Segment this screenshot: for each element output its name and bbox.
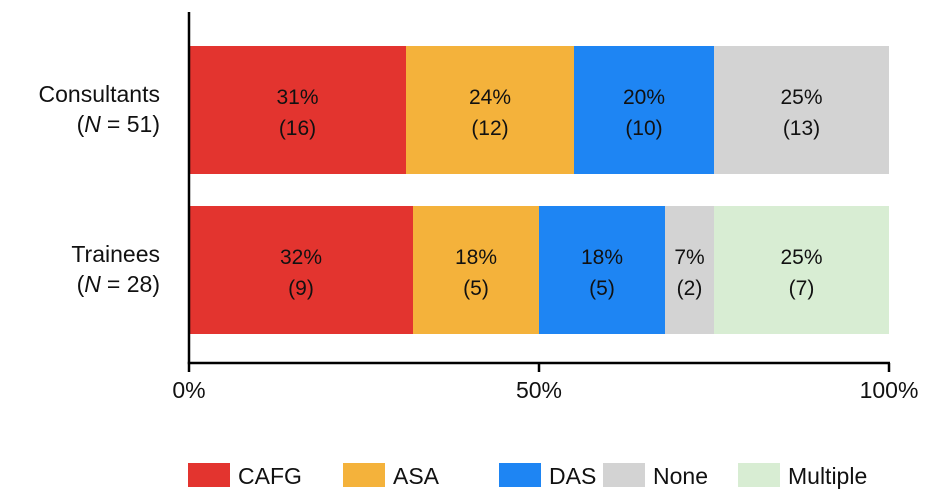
data-label-trainees-das-percent: 18% — [581, 246, 623, 269]
bar-trainees-cafg — [189, 206, 413, 334]
bar-trainees-multiple — [714, 206, 889, 334]
category-labels-group: Consultants(N = 51)Trainees(N = 28) — [39, 81, 160, 297]
legend-swatch-cafg — [188, 463, 230, 487]
x-tick-label: 100% — [860, 377, 919, 403]
data-label-trainees-cafg-percent: 32% — [280, 246, 322, 269]
n-value: = 28) — [107, 271, 160, 297]
legend-label-cafg: CAFG — [238, 463, 302, 489]
data-label-trainees-multiple-percent: 25% — [780, 246, 822, 269]
data-label-trainees-multiple-count: (7) — [789, 277, 815, 300]
bar-consultants-none — [714, 46, 889, 174]
segment-labels-group: 31% (16) 24% (12) 20% (10) 25% (13) 32% (9) 18% (5)… — [276, 86, 822, 300]
data-label-consultants-cafg-count: (16) — [279, 117, 316, 140]
legend-label-das: DAS — [549, 463, 596, 489]
data-label-trainees-none-count: (2) — [677, 277, 703, 300]
legend-swatch-das — [499, 463, 541, 487]
data-label-consultants-none-percent: 25% — [780, 86, 822, 109]
data-label-trainees-asa-percent: 18% — [455, 246, 497, 269]
n-open-paren: ( — [77, 111, 85, 137]
data-label-consultants-asa-count: (12) — [471, 117, 508, 140]
legend: CAFG ASA DAS None Multiple — [188, 463, 867, 489]
x-tick-label: 0% — [172, 377, 205, 403]
category-n-label: (N = 28) — [77, 271, 160, 297]
data-label-trainees-asa-count: (5) — [463, 277, 489, 300]
bar-trainees-das — [539, 206, 665, 334]
n-symbol: N — [84, 111, 101, 137]
bar-trainees-asa — [413, 206, 539, 334]
category-label-consultants: Consultants — [39, 81, 160, 107]
bar-consultants-asa — [406, 46, 574, 174]
bar-consultants-das — [574, 46, 714, 174]
n-value: = 51) — [107, 111, 160, 137]
category-label-trainees: Trainees — [71, 241, 160, 267]
n-symbol: N — [84, 271, 101, 297]
tick-labels-group: 0% 50% 100% — [172, 363, 918, 403]
data-label-consultants-das-count: (10) — [625, 117, 662, 140]
legend-swatch-none — [603, 463, 645, 487]
bar-trainees-none — [665, 206, 714, 334]
legend-swatch-multiple — [738, 463, 780, 487]
bars-group — [189, 46, 889, 334]
data-label-consultants-das-percent: 20% — [623, 86, 665, 109]
bar-consultants-cafg — [189, 46, 406, 174]
n-open-paren: ( — [77, 271, 85, 297]
data-label-trainees-none-percent: 7% — [674, 246, 704, 269]
data-label-consultants-asa-percent: 24% — [469, 86, 511, 109]
category-n-label: (N = 51) — [77, 111, 160, 137]
legend-label-multiple: Multiple — [788, 463, 867, 489]
data-label-consultants-none-count: (13) — [783, 117, 820, 140]
x-tick-label: 50% — [516, 377, 562, 403]
data-label-consultants-cafg-percent: 31% — [276, 86, 318, 109]
legend-swatch-asa — [343, 463, 385, 487]
legend-label-asa: ASA — [393, 463, 440, 489]
legend-label-none: None — [653, 463, 708, 489]
data-label-trainees-das-count: (5) — [589, 277, 615, 300]
data-label-trainees-cafg-count: (9) — [288, 277, 314, 300]
